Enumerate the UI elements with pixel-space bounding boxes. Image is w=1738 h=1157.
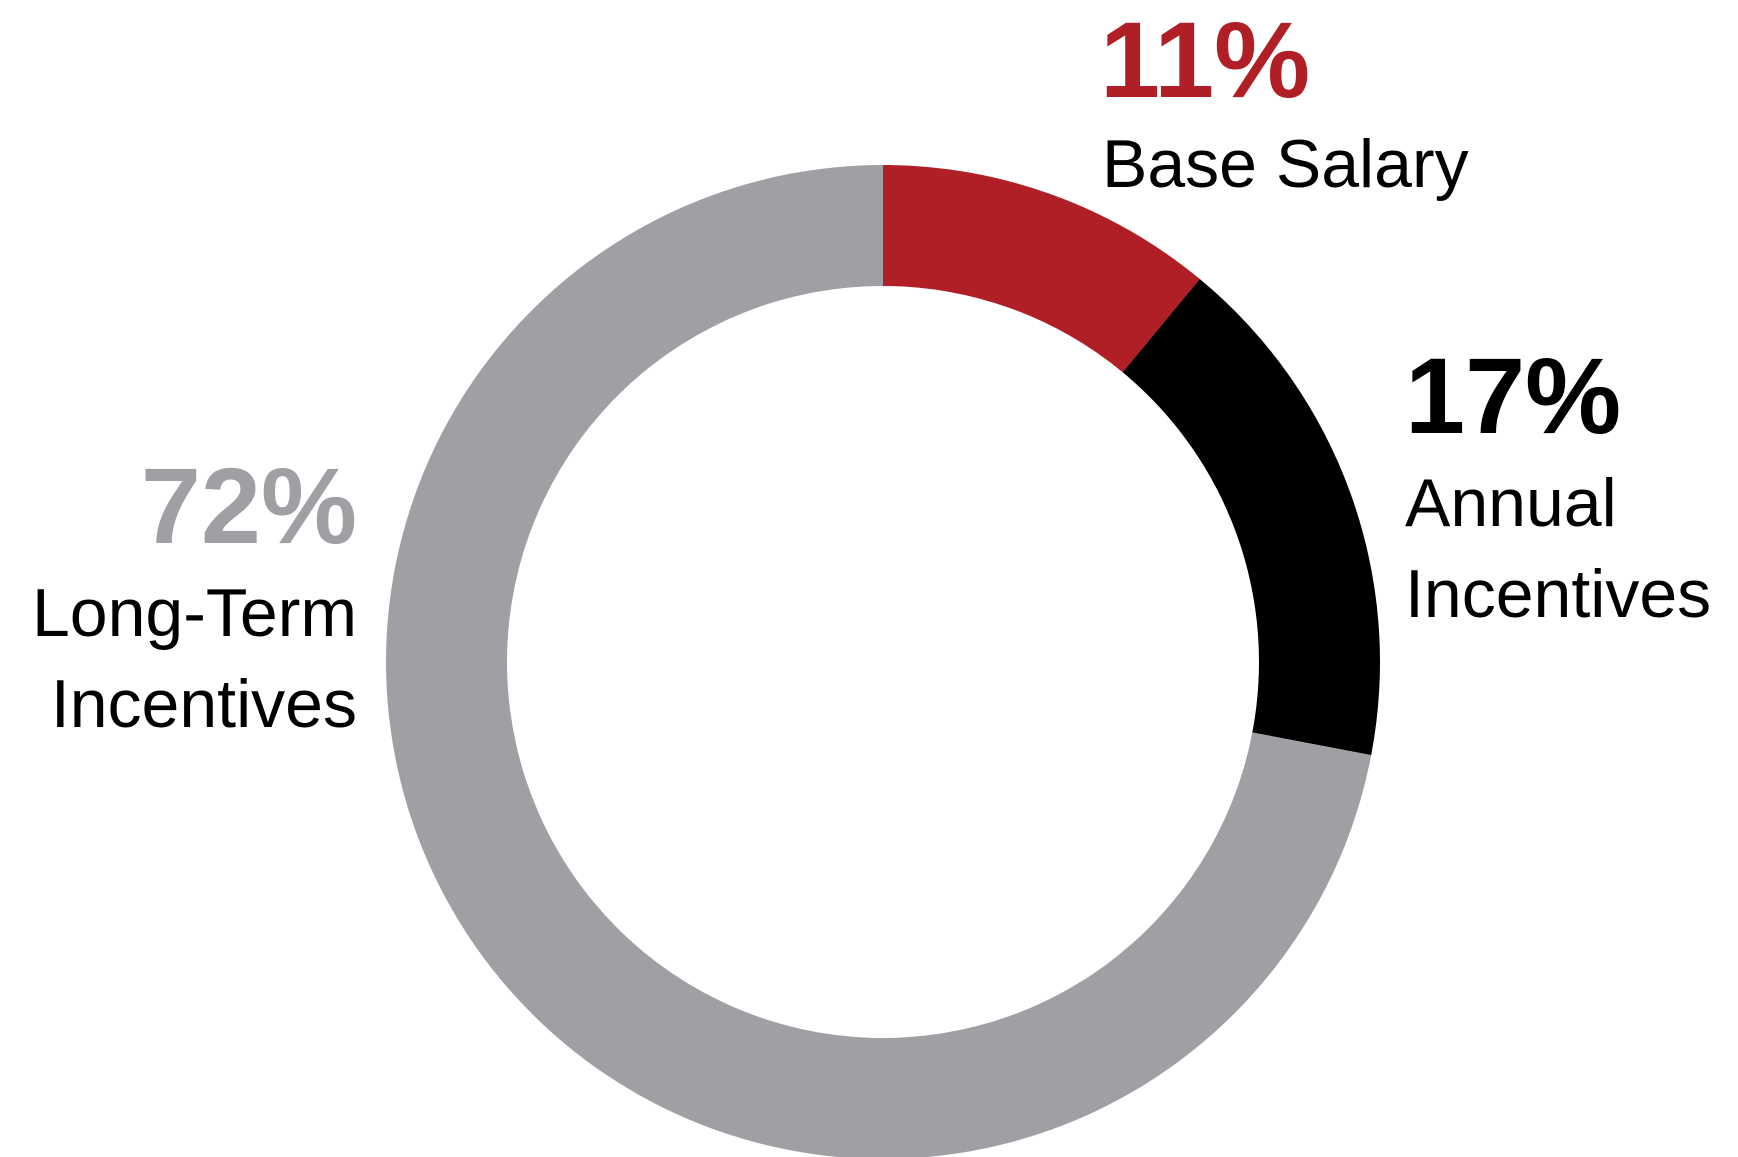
annual-incentives-percent: 17% <box>1405 335 1621 456</box>
base-salary-label: Base Salary <box>1102 126 1469 202</box>
base-salary-percent: 11% <box>1100 0 1310 120</box>
annual-incentives-label-line-2: Incentives <box>1405 556 1711 632</box>
long-term-incentives-label-line-1: Long-Term <box>32 575 357 651</box>
donut-slices <box>386 165 1380 1157</box>
long-term-incentives-label-line-2: Incentives <box>51 666 357 742</box>
annual-incentives-slice <box>1122 279 1380 756</box>
base-salary-slice <box>883 165 1200 373</box>
annual-incentives-label-line-1: Annual <box>1405 465 1617 541</box>
long-term-incentives-percent: 72% <box>141 445 357 566</box>
